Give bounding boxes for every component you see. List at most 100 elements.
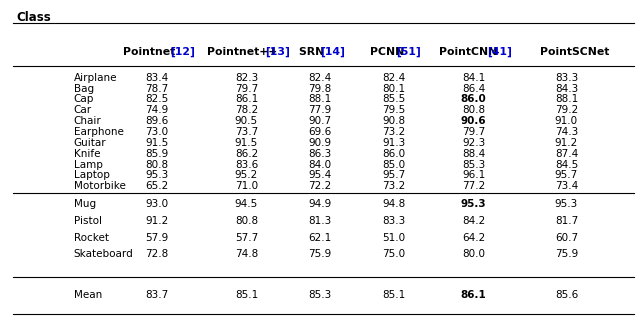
Text: Lamp: Lamp <box>74 160 102 169</box>
Text: 96.1: 96.1 <box>462 170 485 180</box>
Text: Bag: Bag <box>74 84 93 94</box>
Text: 84.3: 84.3 <box>555 84 578 94</box>
Text: 74.3: 74.3 <box>555 127 578 137</box>
Text: 91.5: 91.5 <box>145 138 168 148</box>
Text: 95.7: 95.7 <box>382 170 405 180</box>
Text: Earphone: Earphone <box>74 127 124 137</box>
Text: Motorbike: Motorbike <box>74 181 125 191</box>
Text: 79.7: 79.7 <box>462 127 485 137</box>
Text: 93.0: 93.0 <box>145 199 168 209</box>
Text: 72.2: 72.2 <box>308 181 332 191</box>
Text: 57.7: 57.7 <box>235 233 258 243</box>
Text: 73.2: 73.2 <box>382 127 405 137</box>
Text: PointSCNet: PointSCNet <box>540 47 609 57</box>
Text: 82.3: 82.3 <box>235 73 258 83</box>
Text: 85.3: 85.3 <box>308 290 332 300</box>
Text: 51.0: 51.0 <box>382 233 405 243</box>
Text: Pistol: Pistol <box>74 216 102 226</box>
Text: 62.1: 62.1 <box>308 233 332 243</box>
Text: 91.2: 91.2 <box>555 138 578 148</box>
Text: 95.3: 95.3 <box>555 199 578 209</box>
Text: 84.5: 84.5 <box>555 160 578 169</box>
Text: 83.3: 83.3 <box>555 73 578 83</box>
Text: 73.2: 73.2 <box>382 181 405 191</box>
Text: Laptop: Laptop <box>74 170 109 180</box>
Text: 82.5: 82.5 <box>145 95 168 104</box>
Text: 79.8: 79.8 <box>308 84 332 94</box>
Text: [41]: [41] <box>486 47 511 57</box>
Text: 75.9: 75.9 <box>308 249 332 259</box>
Text: 73.4: 73.4 <box>555 181 578 191</box>
Text: 82.4: 82.4 <box>308 73 332 83</box>
Text: 72.8: 72.8 <box>145 249 168 259</box>
Text: 95.3: 95.3 <box>145 170 168 180</box>
Text: [14]: [14] <box>320 47 345 57</box>
Text: 95.4: 95.4 <box>308 170 332 180</box>
Text: 92.3: 92.3 <box>462 138 485 148</box>
Text: 83.6: 83.6 <box>235 160 258 169</box>
Text: 69.6: 69.6 <box>308 127 332 137</box>
Text: 90.8: 90.8 <box>382 116 405 126</box>
Text: 80.0: 80.0 <box>462 249 485 259</box>
Text: 86.1: 86.1 <box>235 95 258 104</box>
Text: Pointnet++: Pointnet++ <box>207 47 281 57</box>
Text: Guitar: Guitar <box>74 138 106 148</box>
Text: Skateboard: Skateboard <box>74 249 133 259</box>
Text: 75.9: 75.9 <box>555 249 578 259</box>
Text: 95.7: 95.7 <box>555 170 578 180</box>
Text: Mug: Mug <box>74 199 96 209</box>
Text: 90.9: 90.9 <box>308 138 332 148</box>
Text: 83.7: 83.7 <box>145 290 168 300</box>
Text: 86.0: 86.0 <box>382 149 405 159</box>
Text: Knife: Knife <box>74 149 100 159</box>
Text: PCNN: PCNN <box>370 47 408 57</box>
Text: 85.9: 85.9 <box>145 149 168 159</box>
Text: 80.1: 80.1 <box>382 84 405 94</box>
Text: 86.4: 86.4 <box>462 84 485 94</box>
Text: 85.6: 85.6 <box>555 290 578 300</box>
Text: Class: Class <box>16 11 51 24</box>
Text: Cap: Cap <box>74 95 94 104</box>
Text: 74.9: 74.9 <box>145 105 168 115</box>
Text: 85.0: 85.0 <box>382 160 405 169</box>
Text: 85.5: 85.5 <box>382 95 405 104</box>
Text: 73.7: 73.7 <box>235 127 258 137</box>
Text: Pointnet: Pointnet <box>123 47 179 57</box>
Text: 81.3: 81.3 <box>308 216 332 226</box>
Text: 90.5: 90.5 <box>235 116 258 126</box>
Text: 91.0: 91.0 <box>555 116 578 126</box>
Text: 65.2: 65.2 <box>145 181 168 191</box>
Text: 79.7: 79.7 <box>235 84 258 94</box>
Text: 90.7: 90.7 <box>308 116 332 126</box>
Text: [12]: [12] <box>170 47 195 57</box>
Text: 95.2: 95.2 <box>235 170 258 180</box>
Text: 79.2: 79.2 <box>555 105 578 115</box>
Text: 73.0: 73.0 <box>145 127 168 137</box>
Text: 94.5: 94.5 <box>235 199 258 209</box>
Text: 86.0: 86.0 <box>461 95 486 104</box>
Text: Airplane: Airplane <box>74 73 117 83</box>
Text: 91.3: 91.3 <box>382 138 405 148</box>
Text: 86.1: 86.1 <box>461 290 486 300</box>
Text: 94.8: 94.8 <box>382 199 405 209</box>
Text: Rocket: Rocket <box>74 233 109 243</box>
Text: 87.4: 87.4 <box>555 149 578 159</box>
Text: 89.6: 89.6 <box>145 116 168 126</box>
Text: 80.8: 80.8 <box>235 216 258 226</box>
Text: 78.7: 78.7 <box>145 84 168 94</box>
Text: PointCNN: PointCNN <box>440 47 502 57</box>
Text: 85.3: 85.3 <box>462 160 485 169</box>
Text: SRN: SRN <box>299 47 328 57</box>
Text: 86.3: 86.3 <box>308 149 332 159</box>
Text: 83.3: 83.3 <box>382 216 405 226</box>
Text: 84.1: 84.1 <box>462 73 485 83</box>
Text: 64.2: 64.2 <box>462 233 485 243</box>
Text: 84.2: 84.2 <box>462 216 485 226</box>
Text: [51]: [51] <box>396 47 421 57</box>
Text: 79.5: 79.5 <box>382 105 405 115</box>
Text: 85.1: 85.1 <box>382 290 405 300</box>
Text: 88.1: 88.1 <box>555 95 578 104</box>
Text: 77.2: 77.2 <box>462 181 485 191</box>
Text: 80.8: 80.8 <box>462 105 485 115</box>
Text: 94.9: 94.9 <box>308 199 332 209</box>
